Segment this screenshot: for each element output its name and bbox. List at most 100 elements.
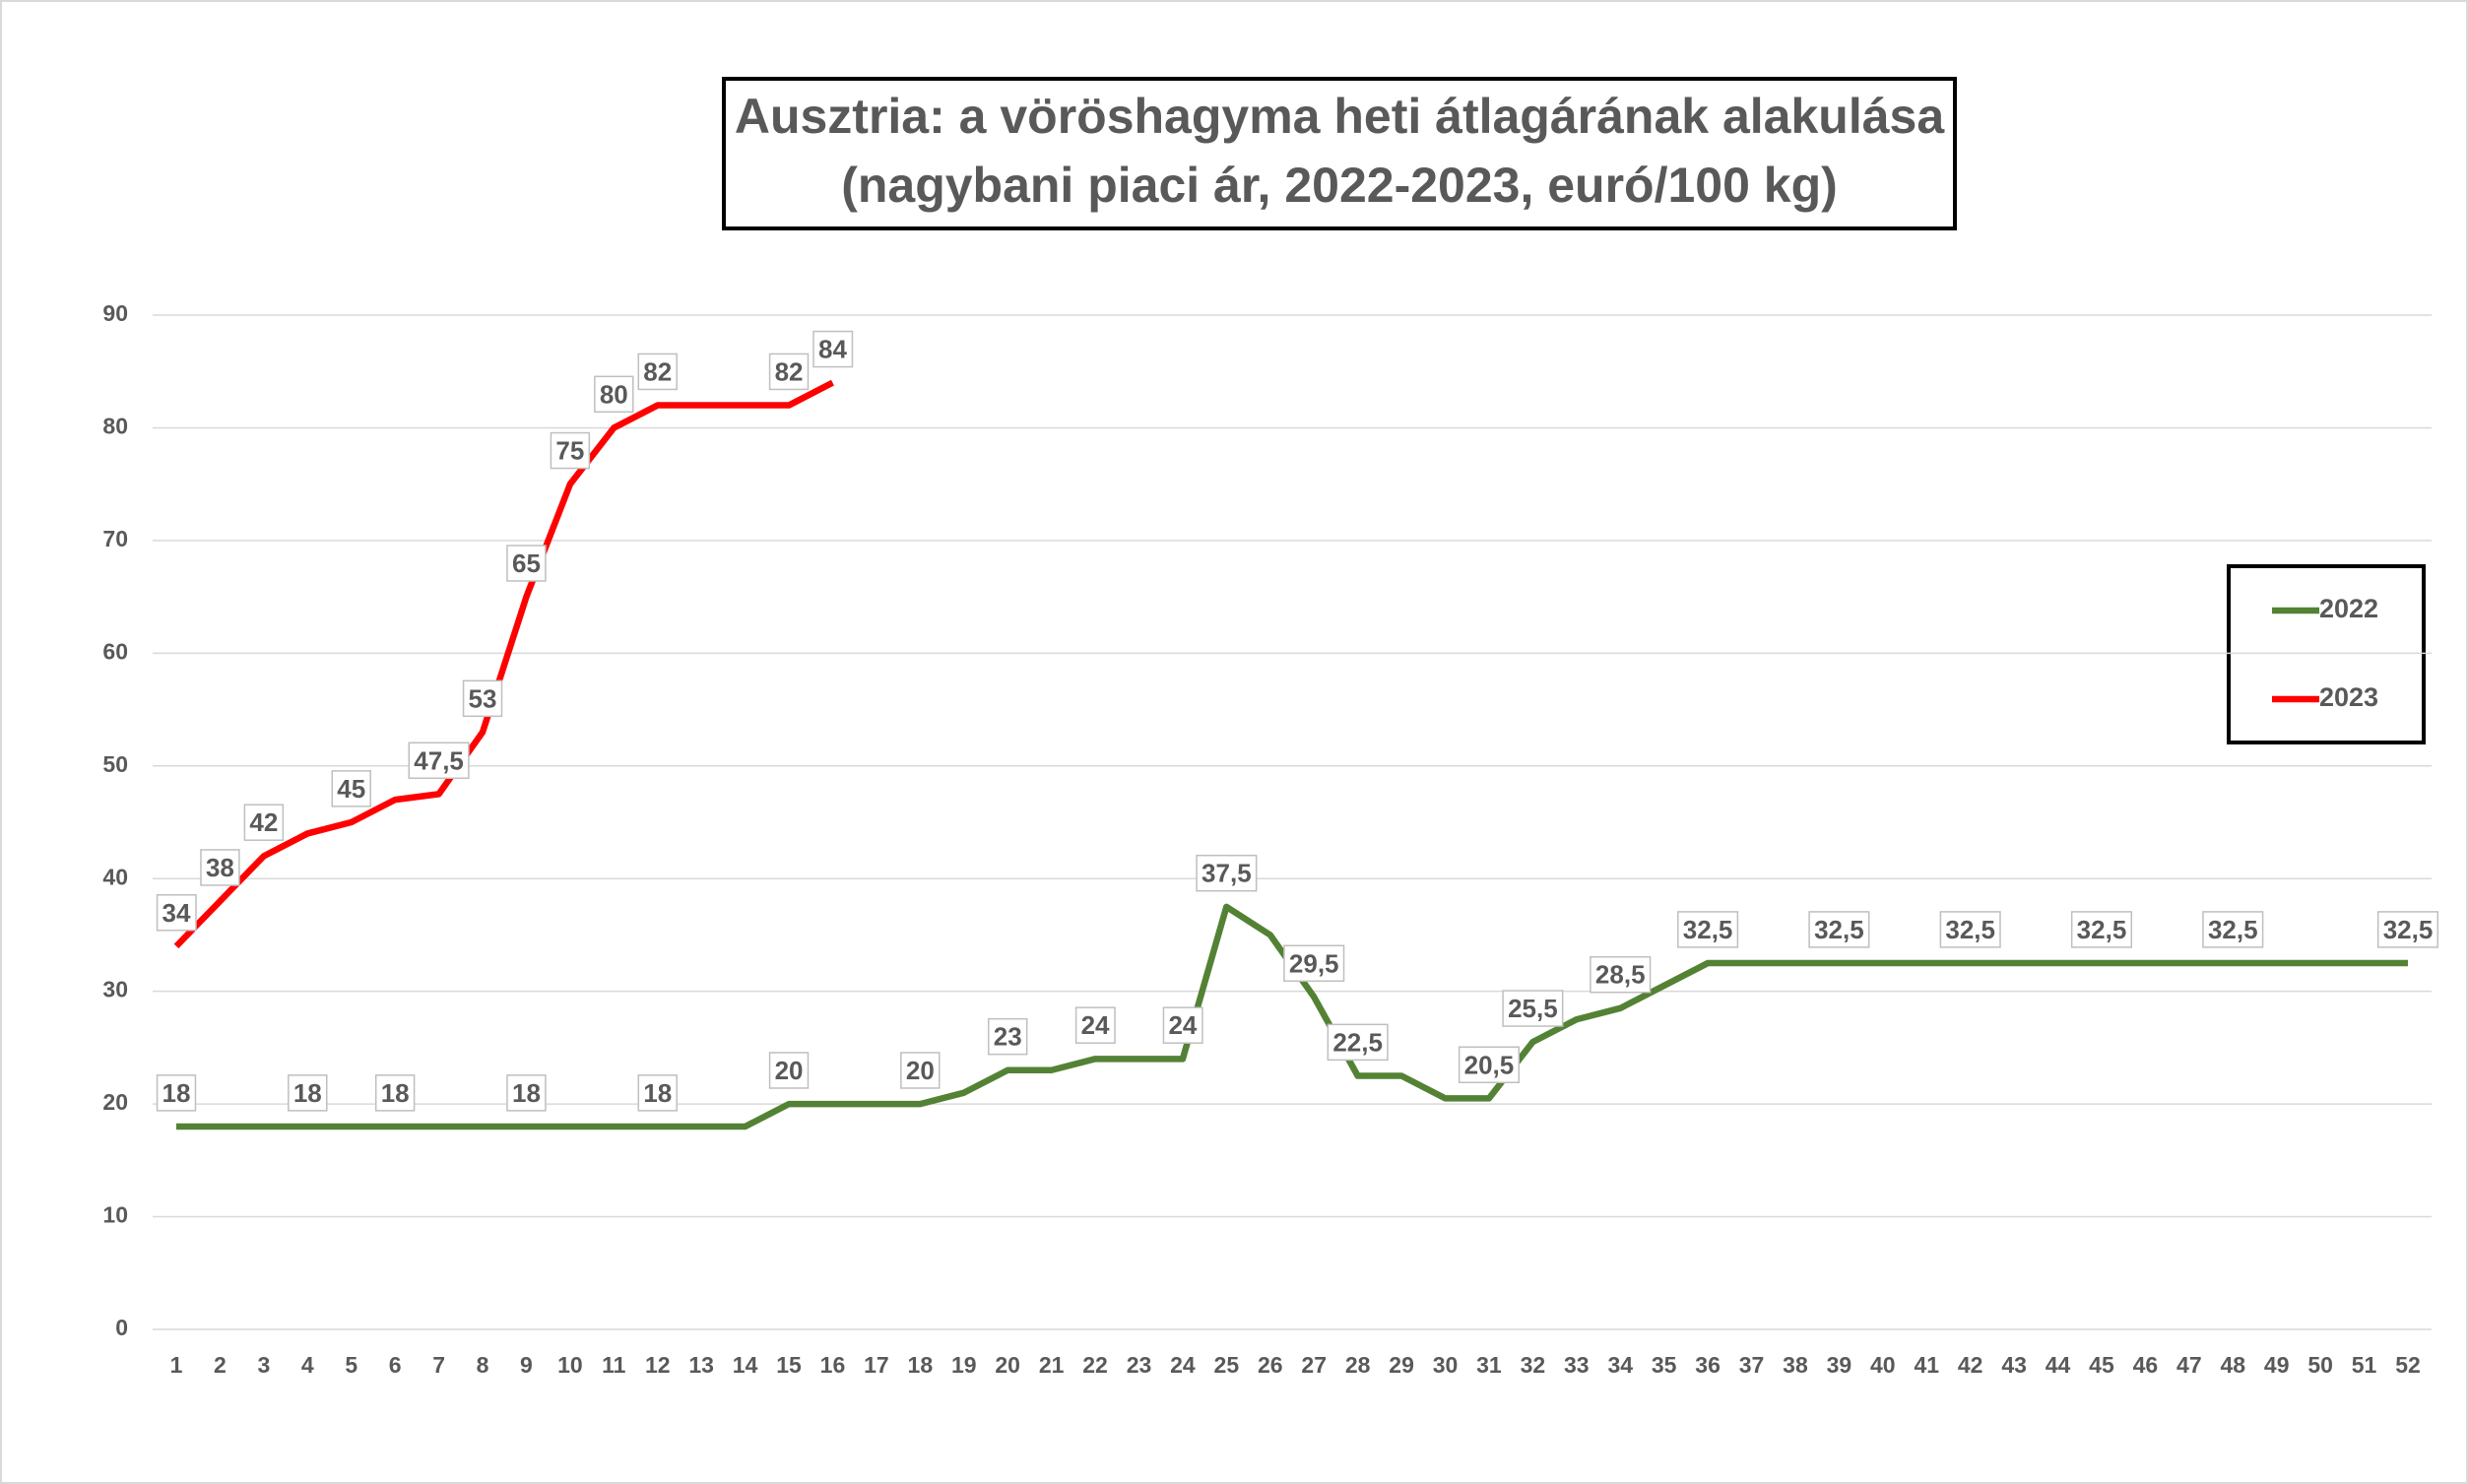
x-tick-label: 43 bbox=[2001, 1352, 2027, 1378]
x-tick-label: 16 bbox=[820, 1352, 846, 1378]
y-tick-label: 50 bbox=[102, 751, 128, 777]
x-tick-label: 29 bbox=[1389, 1352, 1414, 1378]
series-line bbox=[173, 379, 834, 949]
x-tick-label: 13 bbox=[688, 1352, 714, 1378]
data-label-box bbox=[812, 330, 854, 368]
x-tick-label: 27 bbox=[1301, 1352, 1327, 1378]
data-label-box bbox=[1590, 955, 1652, 994]
x-tick-label: 52 bbox=[2395, 1352, 2421, 1378]
data-label: 20 bbox=[775, 1056, 804, 1085]
data-label-box bbox=[331, 770, 371, 807]
data-label: 47,5 bbox=[414, 745, 464, 775]
x-tick-label: 6 bbox=[389, 1352, 402, 1378]
x-tick-label: 21 bbox=[1039, 1352, 1065, 1378]
data-label-box bbox=[768, 353, 810, 391]
data-label: 53 bbox=[469, 683, 497, 713]
x-tick-label: 7 bbox=[432, 1352, 445, 1378]
data-label-box bbox=[156, 894, 197, 932]
data-label-box bbox=[462, 679, 503, 718]
y-tick-label: 20 bbox=[102, 1089, 128, 1115]
data-label: 20,5 bbox=[1464, 1050, 1515, 1079]
x-tick-label: 8 bbox=[477, 1352, 489, 1378]
title-box bbox=[722, 77, 1957, 230]
x-tick-label: 15 bbox=[776, 1352, 802, 1378]
data-label-box bbox=[506, 545, 547, 582]
x-tick-label: 3 bbox=[257, 1352, 270, 1378]
x-tick-label: 33 bbox=[1564, 1352, 1590, 1378]
data-label: 34 bbox=[162, 898, 191, 928]
data-label-box bbox=[156, 1074, 197, 1112]
data-label-box bbox=[2376, 911, 2439, 948]
data-label: 29,5 bbox=[1289, 948, 1339, 978]
x-tick-label: 2 bbox=[214, 1352, 227, 1378]
data-label: 18 bbox=[512, 1078, 541, 1108]
data-label-box bbox=[506, 1074, 547, 1112]
x-tick-label: 48 bbox=[2220, 1352, 2245, 1378]
x-tick-label: 11 bbox=[602, 1352, 626, 1378]
x-tick-label: 39 bbox=[1827, 1352, 1852, 1378]
x-tick-label: 50 bbox=[2307, 1352, 2333, 1378]
x-tick-label: 45 bbox=[2089, 1352, 2114, 1378]
x-tick-label: 24 bbox=[1170, 1352, 1196, 1378]
x-tick-label: 12 bbox=[645, 1352, 671, 1378]
data-label: 22,5 bbox=[1332, 1027, 1383, 1057]
x-tick-label: 42 bbox=[1958, 1352, 1983, 1378]
data-label: 18 bbox=[643, 1078, 672, 1108]
data-label-box bbox=[2202, 911, 2264, 948]
data-label-box bbox=[1808, 911, 1870, 948]
x-tick-label: 5 bbox=[345, 1352, 357, 1378]
data-label: 24 bbox=[1081, 1010, 1110, 1040]
y-tick-label: 60 bbox=[102, 638, 128, 664]
data-label: 23 bbox=[994, 1022, 1022, 1052]
chart-title: Ausztria: a vöröshagyma heti átlagárának… bbox=[735, 89, 1945, 144]
data-label: 18 bbox=[162, 1078, 191, 1108]
data-label: 24 bbox=[1168, 1010, 1197, 1040]
x-tick-label: 25 bbox=[1214, 1352, 1240, 1378]
x-tick-label: 32 bbox=[1521, 1352, 1546, 1378]
data-label-box bbox=[594, 375, 634, 414]
data-label-box bbox=[1074, 1006, 1116, 1044]
data-label-box bbox=[550, 431, 591, 470]
data-label: 84 bbox=[818, 335, 847, 364]
y-tick-label: 10 bbox=[102, 1202, 128, 1228]
x-tick-label: 49 bbox=[2264, 1352, 2290, 1378]
legend-box bbox=[2227, 564, 2426, 744]
legend-label: 2023 bbox=[2319, 682, 2378, 712]
data-label: 75 bbox=[555, 436, 584, 466]
x-tick-label: 26 bbox=[1258, 1352, 1283, 1378]
x-tick-label: 14 bbox=[733, 1352, 758, 1378]
x-tick-label: 36 bbox=[1695, 1352, 1721, 1378]
y-tick-label: 0 bbox=[115, 1315, 128, 1340]
data-label-box bbox=[1327, 1023, 1389, 1062]
chart-subtitle: (nagybani piaci ár, 2022-2023, euró/100 … bbox=[841, 158, 1838, 213]
data-label-box bbox=[1458, 1046, 1520, 1084]
data-label-box bbox=[768, 1052, 810, 1089]
data-label-box bbox=[243, 804, 285, 841]
data-label: 42 bbox=[249, 807, 278, 837]
data-label: 82 bbox=[775, 356, 804, 386]
data-label: 18 bbox=[381, 1078, 410, 1108]
legend-label: 2022 bbox=[2319, 594, 2378, 623]
x-tick-label: 35 bbox=[1652, 1352, 1677, 1378]
data-label-box bbox=[2070, 911, 2133, 948]
x-tick-label: 23 bbox=[1127, 1352, 1152, 1378]
data-label: 32,5 bbox=[2077, 915, 2127, 944]
data-label: 32,5 bbox=[2383, 915, 2434, 944]
data-label-box bbox=[1677, 911, 1739, 948]
y-tick-label: 30 bbox=[102, 977, 128, 1002]
data-label-box bbox=[408, 742, 470, 780]
data-label: 32,5 bbox=[1814, 915, 1864, 944]
data-label-box bbox=[900, 1052, 941, 1089]
data-label: 20 bbox=[906, 1056, 935, 1085]
x-tick-label: 38 bbox=[1783, 1352, 1808, 1378]
x-tick-label: 9 bbox=[520, 1352, 533, 1378]
x-tick-label: 20 bbox=[995, 1352, 1020, 1378]
x-tick-label: 31 bbox=[1476, 1352, 1502, 1378]
data-label: 32,5 bbox=[1945, 915, 1995, 944]
data-label-box bbox=[1283, 944, 1345, 983]
data-label: 82 bbox=[643, 356, 672, 386]
x-tick-label: 19 bbox=[951, 1352, 977, 1378]
x-tick-label: 47 bbox=[2176, 1352, 2202, 1378]
